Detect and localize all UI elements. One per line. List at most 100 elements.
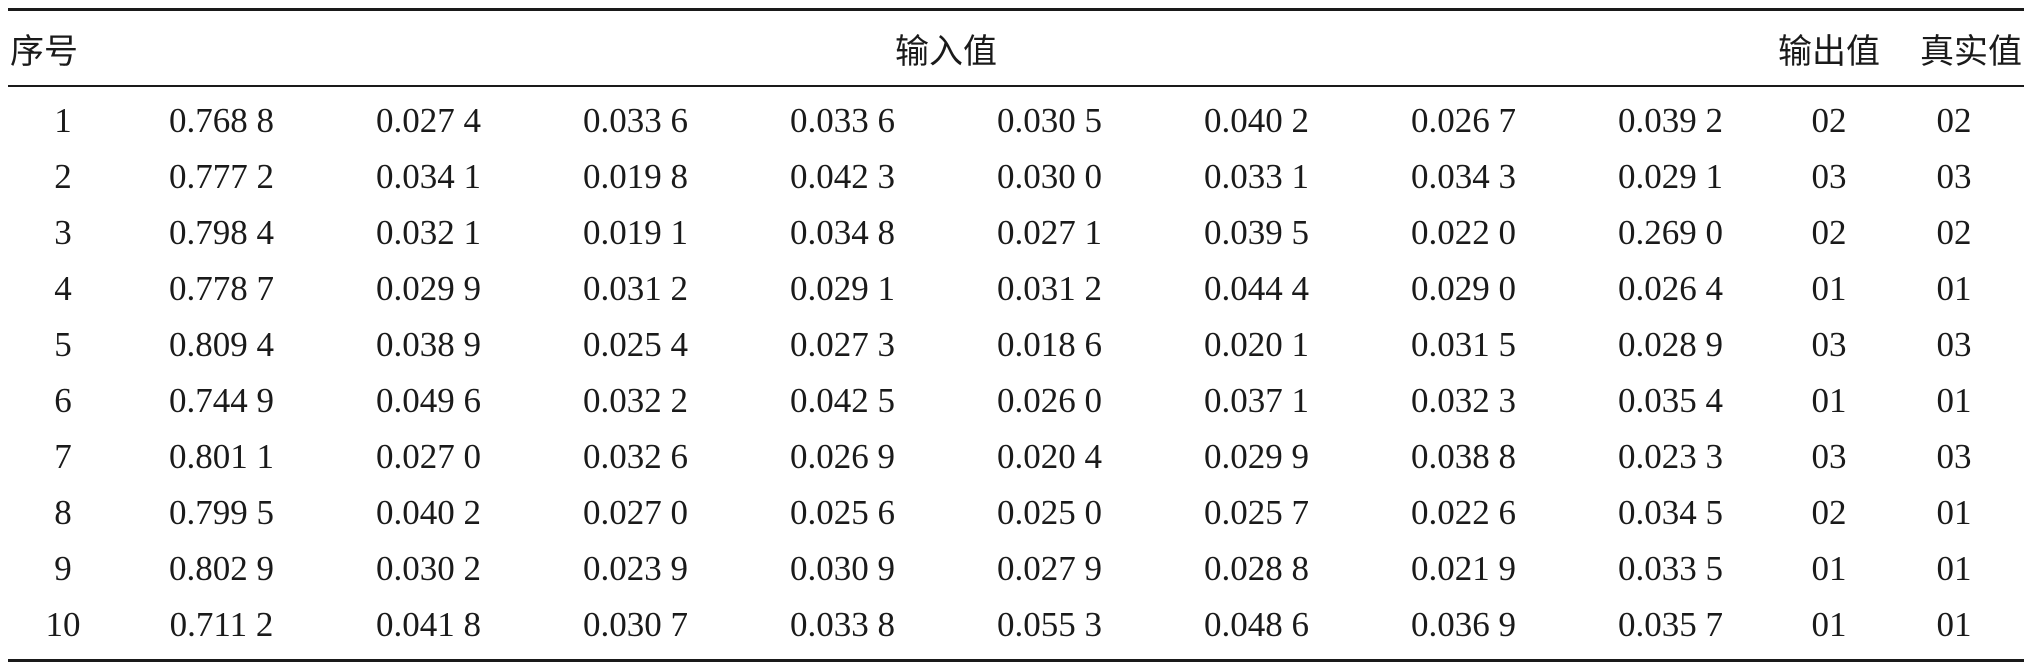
table-row: 2 0.777 2 0.034 1 0.019 8 0.042 3 0.030 0 0.03… xyxy=(8,149,2024,205)
cell-input-8: 0.033 5 xyxy=(1618,549,1723,588)
cell-index: 3 xyxy=(54,213,72,252)
cell-input-6: 0.048 6 xyxy=(1204,605,1309,644)
cell-input-1: 0.768 8 xyxy=(169,101,274,140)
cell-input-5: 0.027 9 xyxy=(997,549,1102,588)
cell-index: 4 xyxy=(54,269,72,308)
cell-input-3: 0.019 1 xyxy=(583,213,688,252)
cell-truth: 01 xyxy=(1936,549,1972,588)
cell-index: 2 xyxy=(54,157,72,196)
header-row: 序号 输入值 输出值 真实值 xyxy=(8,9,2024,86)
cell-input-7: 0.031 5 xyxy=(1411,325,1516,364)
data-table-container: 序号 输入值 输出值 真实值 1 0.768 8 0.027 4 0.033 6 0.0… xyxy=(8,8,2024,662)
cell-input-3: 0.027 0 xyxy=(583,493,688,532)
cell-truth: 01 xyxy=(1936,381,1972,420)
cell-input-1: 0.798 4 xyxy=(169,213,274,252)
header-output: 输出值 xyxy=(1778,31,1880,72)
cell-input-8: 0.026 4 xyxy=(1618,269,1723,308)
cell-input-6: 0.025 7 xyxy=(1204,493,1309,532)
table-row: 4 0.778 7 0.029 9 0.031 2 0.029 1 0.031 2 0.04… xyxy=(8,261,2024,317)
cell-input-7: 0.026 7 xyxy=(1411,101,1516,140)
header-input: 输入值 xyxy=(895,31,997,72)
cell-input-4: 0.042 3 xyxy=(790,157,895,196)
cell-input-4: 0.029 1 xyxy=(790,269,895,308)
cell-input-3: 0.031 2 xyxy=(583,269,688,308)
cell-input-2: 0.038 9 xyxy=(376,325,481,364)
cell-input-6: 0.020 1 xyxy=(1204,325,1309,364)
cell-output: 01 xyxy=(1811,549,1847,588)
cell-input-1: 0.802 9 xyxy=(169,549,274,588)
cell-input-1: 0.744 9 xyxy=(169,381,274,420)
cell-input-3: 0.033 6 xyxy=(583,101,688,140)
cell-input-5: 0.031 2 xyxy=(997,269,1102,308)
cell-input-8: 0.269 0 xyxy=(1618,213,1723,252)
cell-input-7: 0.034 3 xyxy=(1411,157,1516,196)
cell-index: 8 xyxy=(54,493,72,532)
cell-input-4: 0.034 8 xyxy=(790,213,895,252)
cell-input-3: 0.030 7 xyxy=(583,605,688,644)
table-row: 5 0.809 4 0.038 9 0.025 4 0.027 3 0.018 6 0.02… xyxy=(8,317,2024,373)
cell-input-5: 0.030 0 xyxy=(997,157,1102,196)
cell-index: 6 xyxy=(54,381,72,420)
cell-index: 7 xyxy=(54,437,72,476)
cell-input-3: 0.023 9 xyxy=(583,549,688,588)
cell-input-3: 0.019 8 xyxy=(583,157,688,196)
cell-output: 03 xyxy=(1811,437,1847,476)
table-header: 序号 输入值 输出值 真实值 xyxy=(8,9,2024,86)
cell-input-2: 0.049 6 xyxy=(376,381,481,420)
cell-index: 5 xyxy=(54,325,72,364)
cell-input-5: 0.027 1 xyxy=(997,213,1102,252)
cell-truth: 02 xyxy=(1936,101,1972,140)
table-row: 7 0.801 1 0.027 0 0.032 6 0.026 9 0.020 4 0.02… xyxy=(8,429,2024,485)
cell-input-7: 0.022 0 xyxy=(1411,213,1516,252)
table-row: 6 0.744 9 0.049 6 0.032 2 0.042 5 0.026 0 0.03… xyxy=(8,373,2024,429)
cell-input-8: 0.034 5 xyxy=(1618,493,1723,532)
cell-input-2: 0.027 4 xyxy=(376,101,481,140)
cell-input-3: 0.032 2 xyxy=(583,381,688,420)
cell-input-5: 0.020 4 xyxy=(997,437,1102,476)
cell-input-8: 0.039 2 xyxy=(1618,101,1723,140)
cell-output: 03 xyxy=(1811,325,1847,364)
cell-input-7: 0.022 6 xyxy=(1411,493,1516,532)
cell-input-4: 0.027 3 xyxy=(790,325,895,364)
cell-index: 10 xyxy=(45,605,81,644)
cell-input-1: 0.711 2 xyxy=(169,605,274,644)
cell-input-7: 0.036 9 xyxy=(1411,605,1516,644)
cell-input-4: 0.026 9 xyxy=(790,437,895,476)
cell-input-2: 0.029 9 xyxy=(376,269,481,308)
cell-input-3: 0.025 4 xyxy=(583,325,688,364)
cell-input-8: 0.029 1 xyxy=(1618,157,1723,196)
cell-output: 01 xyxy=(1811,381,1847,420)
cell-input-6: 0.044 4 xyxy=(1204,269,1309,308)
cell-input-6: 0.039 5 xyxy=(1204,213,1309,252)
cell-index: 9 xyxy=(54,549,72,588)
cell-input-4: 0.033 6 xyxy=(790,101,895,140)
cell-index: 1 xyxy=(54,101,72,140)
cell-output: 02 xyxy=(1811,493,1847,532)
cell-input-2: 0.030 2 xyxy=(376,549,481,588)
cell-input-7: 0.021 9 xyxy=(1411,549,1516,588)
cell-input-8: 0.035 4 xyxy=(1618,381,1723,420)
cell-truth: 03 xyxy=(1936,325,1972,364)
cell-input-2: 0.032 1 xyxy=(376,213,481,252)
cell-input-2: 0.040 2 xyxy=(376,493,481,532)
cell-input-6: 0.040 2 xyxy=(1204,101,1309,140)
cell-truth: 01 xyxy=(1936,605,1972,644)
data-table: 序号 输入值 输出值 真实值 1 0.768 8 0.027 4 0.033 6 0.0… xyxy=(8,8,2024,662)
cell-input-4: 0.033 8 xyxy=(790,605,895,644)
cell-input-7: 0.032 3 xyxy=(1411,381,1516,420)
table-row: 3 0.798 4 0.032 1 0.019 1 0.034 8 0.027 1 0.03… xyxy=(8,205,2024,261)
cell-input-1: 0.799 5 xyxy=(169,493,274,532)
cell-input-8: 0.028 9 xyxy=(1618,325,1723,364)
table-row: 9 0.802 9 0.030 2 0.023 9 0.030 9 0.027 9 0.02… xyxy=(8,541,2024,597)
cell-input-4: 0.030 9 xyxy=(790,549,895,588)
cell-input-2: 0.034 1 xyxy=(376,157,481,196)
cell-output: 01 xyxy=(1811,269,1847,308)
cell-input-1: 0.809 4 xyxy=(169,325,274,364)
cell-input-5: 0.026 0 xyxy=(997,381,1102,420)
cell-input-7: 0.029 0 xyxy=(1411,269,1516,308)
cell-input-8: 0.035 7 xyxy=(1618,605,1723,644)
cell-input-7: 0.038 8 xyxy=(1411,437,1516,476)
cell-input-6: 0.037 1 xyxy=(1204,381,1309,420)
cell-input-8: 0.023 3 xyxy=(1618,437,1723,476)
cell-input-1: 0.778 7 xyxy=(169,269,274,308)
